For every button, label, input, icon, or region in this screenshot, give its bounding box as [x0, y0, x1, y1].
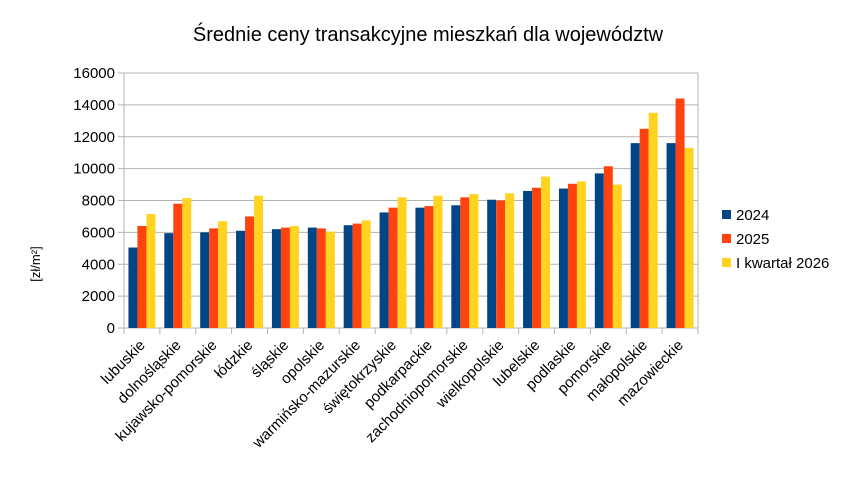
- bar-2025-5: [316, 228, 326, 328]
- y-tick-label: 10000: [73, 161, 115, 178]
- bar-2024-2: [200, 232, 210, 328]
- bar-i-kwartał-2026-6: [361, 220, 371, 328]
- bar-2024-3: [236, 230, 246, 328]
- bar-2024-0: [128, 247, 138, 328]
- y-tick-label: 14000: [73, 97, 115, 114]
- bar-2025-2: [209, 228, 219, 328]
- bar-2024-1: [164, 233, 174, 328]
- bar-2025-1: [173, 203, 183, 328]
- bar-i-kwartał-2026-0: [146, 214, 156, 328]
- bar-2024-15: [666, 143, 676, 328]
- bar-2024-10: [487, 199, 497, 328]
- bar-i-kwartał-2026-4: [289, 226, 299, 328]
- bar-2025-14: [639, 128, 649, 328]
- y-tick-label: 16000: [73, 65, 115, 82]
- legend-swatch: [722, 234, 731, 243]
- bar-2024-7: [379, 212, 389, 328]
- x-tick-labels: lubuskiedolnośląskiekujawsko-pomorskiełó…: [98, 337, 687, 452]
- chart-title: Średnie ceny transakcyjne mieszkań dla w…: [193, 22, 664, 46]
- bar-i-kwartał-2026-11: [541, 176, 551, 328]
- y-tick-labels: 0 2000 4000 6000 8000 10000 12000 14000 16000: [73, 65, 115, 337]
- bar-i-kwartał-2026-9: [469, 194, 479, 328]
- x-tick-label: łódzkie: [211, 337, 256, 382]
- bar-2025-9: [460, 197, 470, 328]
- bar-i-kwartał-2026-1: [182, 198, 192, 328]
- bar-i-kwartał-2026-7: [397, 197, 407, 328]
- legend-label: 2024: [736, 207, 769, 224]
- bars: [128, 98, 694, 328]
- bar-2025-10: [496, 200, 506, 328]
- bar-i-kwartał-2026-8: [433, 195, 443, 328]
- bar-2024-13: [594, 173, 604, 328]
- bar-i-kwartał-2026-13: [612, 184, 622, 328]
- y-axis-label: [zł/m²]: [28, 246, 43, 281]
- bar-i-kwartał-2026-2: [218, 221, 228, 328]
- bar-2024-5: [307, 227, 317, 328]
- bar-i-kwartał-2026-12: [576, 181, 586, 328]
- y-tick-label: 6000: [82, 224, 115, 241]
- y-tick-label: 0: [107, 320, 115, 337]
- bar-2024-8: [415, 207, 425, 328]
- bar-i-kwartał-2026-15: [684, 147, 694, 328]
- y-tick-label: 2000: [82, 288, 115, 305]
- legend-label: I kwartał 2026: [736, 255, 829, 272]
- y-tick-label: 4000: [82, 256, 115, 273]
- bar-2025-0: [137, 226, 147, 328]
- bar-i-kwartał-2026-14: [648, 112, 658, 328]
- legend: 2024 2025 I kwartał 2026: [722, 207, 829, 272]
- y-tick-label: 12000: [73, 129, 115, 146]
- bar-2024-9: [451, 205, 461, 328]
- bar-2025-15: [675, 98, 685, 328]
- bar-2025-11: [532, 187, 542, 328]
- bar-2024-14: [630, 143, 640, 328]
- bar-2025-12: [567, 183, 577, 328]
- bar-2024-11: [523, 190, 533, 328]
- bar-2025-13: [603, 166, 613, 328]
- bar-2025-4: [280, 227, 290, 328]
- bar-2025-8: [424, 206, 434, 328]
- bar-2024-6: [343, 225, 353, 328]
- y-tick-label: 8000: [82, 193, 115, 210]
- bar-i-kwartał-2026-10: [505, 193, 515, 328]
- bar-2024-4: [271, 229, 281, 328]
- bar-2025-6: [352, 223, 362, 328]
- bar-2025-7: [388, 207, 398, 328]
- legend-label: 2025: [736, 231, 769, 248]
- bar-2025-3: [245, 216, 255, 328]
- legend-swatch: [722, 210, 731, 219]
- bar-i-kwartał-2026-3: [254, 195, 264, 328]
- bar-i-kwartał-2026-5: [325, 231, 335, 328]
- legend-swatch: [722, 258, 731, 267]
- bar-2024-12: [558, 188, 568, 328]
